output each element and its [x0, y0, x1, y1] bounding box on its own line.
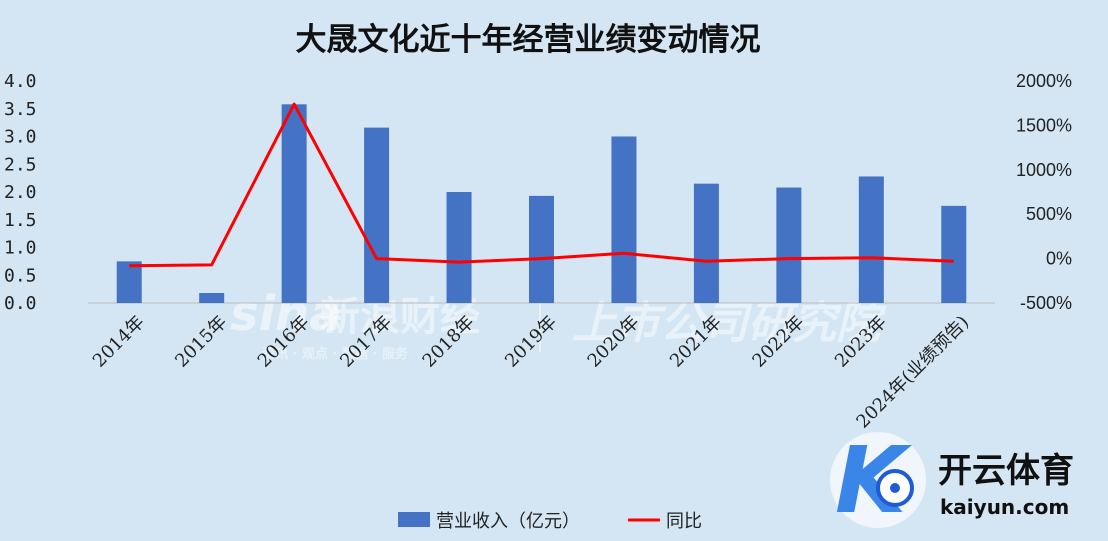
revenue-bar [199, 293, 225, 303]
legend-label-revenue: 营业收入（亿元） [436, 511, 580, 532]
y-right-tick-label: 1000% [1016, 160, 1072, 180]
y-right-tick-label: 2000% [1016, 71, 1072, 91]
y-left-tick-label: 1.5 [4, 210, 37, 231]
y-left-tick-label: 0.0 [4, 293, 37, 314]
revenue-bar [446, 192, 472, 303]
revenue-bar [364, 127, 390, 304]
revenue-bar [116, 261, 142, 303]
y-right-tick-label: 1500% [1016, 115, 1072, 135]
revenue-bar [776, 187, 802, 303]
legend-swatch-revenue [398, 512, 430, 527]
y-left-tick-label: 2.5 [4, 154, 37, 175]
y-left-tick-label: 1.0 [4, 238, 37, 259]
brand-url: kaiyun.com [940, 495, 1069, 519]
x-tick-label: 2014年 [89, 312, 149, 372]
revenue-bar [858, 176, 884, 303]
y-left-tick-label: 0.5 [4, 265, 37, 286]
x-tick-label: 2019年 [501, 312, 561, 372]
y-right-tick-label: -500% [1020, 293, 1072, 313]
y-left-tick-label: 3.0 [4, 127, 37, 148]
revenue-bar [529, 195, 554, 303]
revenue-bar [693, 183, 719, 303]
y-left-tick-label: 3.5 [4, 99, 37, 120]
y-left-tick-label: 2.0 [4, 182, 37, 203]
chart-title: 大晟文化近十年经营业绩变动情况 [295, 22, 761, 58]
y-right-tick-label: 500% [1026, 204, 1072, 224]
brand-name: 开云体育 [938, 451, 1074, 491]
watermark-sina-subtitle: 资讯 · 观点 · 数据 · 服务 [262, 346, 409, 362]
y-right-tick-label: 0% [1046, 249, 1072, 269]
revenue-bar [941, 205, 967, 303]
x-tick-label: 2015年 [171, 312, 231, 372]
legend-label-yoy: 同比 [666, 511, 702, 532]
y-left-tick-label: 4.0 [4, 71, 37, 92]
soccer-ball-center-icon [890, 483, 900, 493]
watermark-research-text: 上市公司研究院 [572, 298, 887, 349]
revenue-bar [611, 136, 637, 303]
yoy-line [129, 102, 954, 268]
revenue-bar [281, 104, 307, 303]
